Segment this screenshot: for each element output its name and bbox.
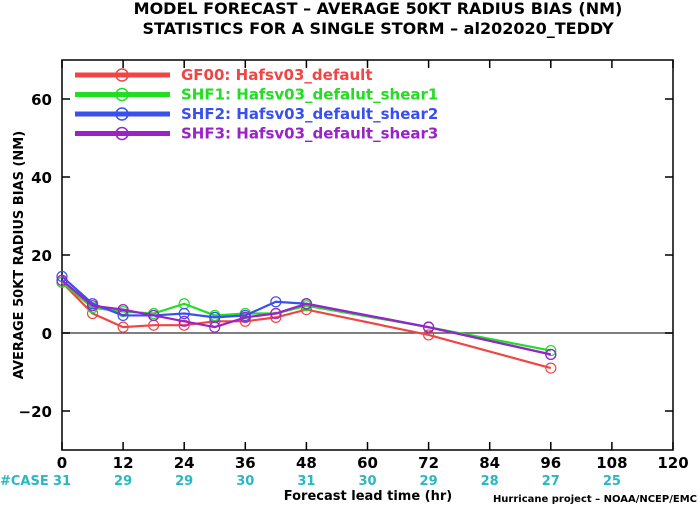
case-count: 29: [175, 474, 193, 489]
y-tick-label: 0: [42, 325, 52, 343]
series-line: [61, 281, 552, 370]
legend-label: SHF2: Hafsv03_default_shear2: [181, 105, 438, 123]
case-count: 31: [297, 474, 315, 489]
case-count: 29: [114, 474, 132, 489]
x-tick-label: 24: [174, 454, 195, 472]
data-point: [423, 321, 435, 333]
series-4: [56, 274, 557, 361]
legend-marker: [115, 87, 129, 102]
y-tick-label: 20: [31, 247, 52, 265]
data-point: [545, 344, 557, 357]
x-tick-label: 72: [418, 454, 439, 472]
x-tick-label: 96: [540, 454, 561, 472]
case-count: 30: [236, 474, 254, 489]
case-count: 30: [358, 474, 376, 489]
case-count: 29: [420, 474, 438, 489]
x-tick-label: 0: [57, 454, 67, 472]
data-point: [148, 309, 160, 322]
legend-marker: [115, 107, 129, 121]
y-tick-label: −20: [19, 403, 52, 421]
x-tick-label: 12: [113, 454, 134, 472]
case-count: 28: [481, 474, 499, 489]
legend-label: SHF1: Hafsv03_defalut_shear1: [181, 86, 438, 104]
data-point: [270, 307, 282, 320]
x-tick-label: 108: [596, 454, 627, 472]
series-line: [61, 275, 552, 356]
x-tick-label: 36: [235, 454, 256, 472]
credit-text: Hurricane project – NOAA/NCEP/EMC: [493, 494, 697, 505]
series-1: [56, 276, 557, 374]
series-line: [61, 279, 552, 356]
data-point: [545, 362, 557, 374]
data-point: [270, 296, 282, 308]
data-point: [239, 311, 251, 323]
case-count: 25: [603, 474, 621, 489]
data-point: [86, 300, 99, 312]
legend-entry: GF00: Hafsv03_default: [75, 66, 372, 84]
series-layer: [56, 270, 557, 374]
legend-entry: SHF1: Hafsv03_defalut_shear1: [75, 86, 438, 104]
legend-label: GF00: Hafsv03_default: [181, 66, 372, 84]
x-axis-ticks: 0 12 24 36 48 60 72 84 96 108 120: [57, 60, 689, 472]
chart-title: MODEL FORECAST – AVERAGE 50KT RADIUS BIA…: [134, 0, 623, 18]
case-label: #CASE: [0, 474, 49, 489]
legend-label: SHF3: Hafsv03_default_shear3: [181, 125, 438, 143]
data-point: [117, 304, 129, 316]
legend-marker: [115, 126, 129, 141]
case-counts: 31 29 29 30 31 30 29 28 27 25: [53, 474, 621, 489]
legend-marker: [115, 68, 129, 82]
data-point: [178, 307, 190, 320]
y-axis-label: AVERAGE 50KT RADIUS BIAS (NM): [12, 131, 27, 379]
x-tick-label: 60: [357, 454, 378, 472]
series-3: [56, 270, 557, 361]
legend: GF00: Hafsv03_default SHF1: Hafsv03_defal…: [75, 66, 438, 143]
chart-subtitle: STATISTICS FOR A SINGLE STORM – al202020…: [142, 19, 614, 38]
legend-entry: SHF2: Hafsv03_default_shear2: [75, 105, 438, 123]
data-point: [209, 321, 221, 333]
case-count: 31: [53, 474, 71, 489]
x-tick-label: 84: [479, 454, 500, 472]
data-point: [423, 329, 435, 341]
x-tick-label: 48: [296, 454, 317, 472]
legend-entry: SHF3: Hafsv03_default_shear3: [75, 125, 438, 143]
data-point: [300, 298, 312, 310]
y-axis-ticks: −20 0 20 40 60: [19, 91, 673, 421]
y-tick-label: 60: [31, 91, 52, 109]
data-point: [56, 274, 68, 286]
y-tick-label: 40: [31, 169, 52, 187]
x-axis-label: Forecast lead time (hr): [284, 489, 452, 504]
data-point: [117, 321, 129, 333]
series-line: [61, 281, 552, 352]
data-point: [545, 348, 557, 361]
data-point: [178, 315, 190, 327]
x-tick-label: 120: [657, 454, 688, 472]
case-count: 27: [542, 474, 560, 489]
